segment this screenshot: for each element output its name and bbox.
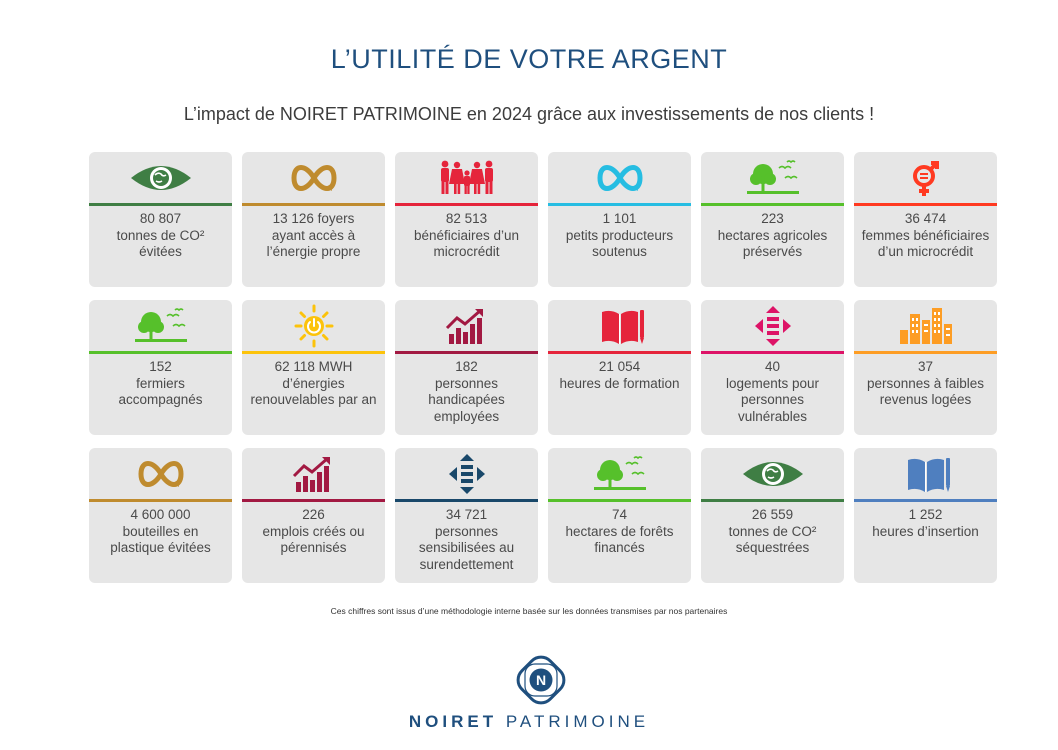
stat-label: tonnes de CO² séquestrées — [728, 523, 817, 556]
card-divider — [548, 499, 691, 502]
card-divider — [242, 351, 385, 354]
impact-card: 13 126 foyers ayant accès à l’énergie pro… — [242, 152, 385, 287]
growth-chart-icon — [445, 308, 483, 344]
sun-power-icon — [294, 304, 333, 347]
impact-card: 26 559 tonnes de CO² séquestrées — [701, 448, 844, 583]
card-divider — [701, 203, 844, 206]
impact-card: 80 807 tonnes de CO² évitées — [89, 152, 232, 287]
family-icon — [440, 160, 493, 194]
eye-globe-icon — [130, 165, 191, 190]
impact-card: 34 721 personnes sensibilisées au surende… — [395, 448, 538, 583]
impact-grid: 80 807 tonnes de CO² évitées 13 126 foyers… — [89, 152, 997, 583]
impact-card: 36 474 femmes bénéficiaires d’un microcré… — [854, 152, 997, 287]
stat-label: personnes sensibilisées au surendettemen… — [418, 523, 515, 572]
card-divider — [89, 499, 232, 502]
tree-birds-icon — [746, 159, 799, 194]
impact-card: 226 emplois créés ou pérennisés — [242, 448, 385, 583]
stat-value: 74 — [611, 507, 628, 522]
card-divider — [89, 203, 232, 206]
stat-value: 182 — [455, 359, 478, 374]
svg-text:N: N — [536, 672, 546, 688]
card-divider — [395, 203, 538, 206]
impact-card: 40 logements pour personnes vulnérables — [701, 300, 844, 435]
card-divider — [854, 499, 997, 502]
card-divider — [854, 351, 997, 354]
stat-value: 1 252 — [908, 507, 943, 522]
impact-card: 182 personnes handicapées employées — [395, 300, 538, 435]
impact-card: 62 118 MWH d’énergies renouvelables par a… — [242, 300, 385, 435]
impact-card: 74 hectares de forêts financés — [548, 448, 691, 583]
card-divider — [701, 499, 844, 502]
stat-label: femmes bénéficiaires d’un microcrédit — [861, 227, 990, 260]
stat-value: 21 054 — [598, 359, 641, 374]
tree-birds-icon — [134, 307, 187, 342]
infinity-arrow-icon — [137, 460, 184, 487]
stat-label: petits producteurs soutenus — [565, 227, 674, 260]
stat-value: 40 — [764, 359, 781, 374]
card-divider — [395, 499, 538, 502]
stat-value: 223 — [761, 211, 784, 226]
card-divider — [548, 351, 691, 354]
stat-label: heures d’insertion — [872, 523, 979, 539]
growth-chart-icon — [292, 456, 330, 492]
book-pencil-icon — [601, 309, 644, 344]
infinity-arrow-icon — [596, 164, 643, 191]
brand-name: NOIRET PATRIMOINE — [0, 712, 1058, 732]
card-divider — [395, 351, 538, 354]
stat-value: 34 721 — [445, 507, 488, 522]
brand-name-light: PATRIMOINE — [505, 712, 650, 731]
stat-value: 13 126 foyers — [272, 211, 355, 226]
brand-name-bold: NOIRET — [408, 712, 498, 731]
impact-card: 82 513 bénéficiaires d’un microcrédit — [395, 152, 538, 287]
noiret-logo-icon: N — [516, 655, 566, 705]
stat-label: tonnes de CO² évitées — [116, 227, 205, 260]
tree-birds-icon — [593, 455, 646, 490]
eye-globe-icon — [742, 461, 803, 486]
impact-card: 4 600 000 bouteilles en plastique évitées — [89, 448, 232, 583]
footnote: Ces chiffres sont issus d’une méthodolog… — [330, 606, 728, 616]
stat-value: 82 513 — [445, 211, 488, 226]
stat-label: ayant accès à l’énergie propre — [266, 227, 361, 260]
gender-symbol-icon — [912, 160, 939, 196]
stat-value: 62 118 MWH — [274, 359, 353, 374]
stat-value: 26 559 — [751, 507, 794, 522]
impact-card: 1 101 petits producteurs soutenus — [548, 152, 691, 287]
card-divider — [242, 203, 385, 206]
page-subtitle: L’impact de NOIRET PATRIMOINE en 2024 gr… — [183, 104, 875, 124]
stat-value: 4 600 000 — [130, 507, 191, 522]
stat-value: 36 474 — [904, 211, 947, 226]
stat-value: 152 — [149, 359, 172, 374]
stat-label: hectares de forêts financés — [565, 523, 674, 556]
impact-card: 37 personnes à faibles revenus logées — [854, 300, 997, 435]
stat-value: 80 807 — [139, 211, 182, 226]
infinity-arrow-icon — [290, 164, 337, 191]
stat-label: heures de formation — [559, 375, 680, 391]
book-pencil-icon — [907, 457, 950, 492]
stat-label: d’énergies renouvelables par an — [250, 375, 377, 408]
page-title: L’UTILITÉ DE VOTRE ARGENT — [330, 44, 728, 74]
stat-label: emplois créés ou pérennisés — [262, 523, 365, 556]
stat-label: personnes à faibles revenus logées — [866, 375, 985, 408]
stat-label: bouteilles en plastique évitées — [110, 523, 211, 556]
equality-arrows-icon — [754, 305, 791, 346]
stat-value: 226 — [302, 507, 325, 522]
stat-label: hectares agricoles préservés — [717, 227, 828, 260]
stat-value: 1 101 — [602, 211, 637, 226]
stat-label: logements pour personnes vulnérables — [725, 375, 820, 424]
impact-card: 223 hectares agricoles préservés — [701, 152, 844, 287]
card-divider — [242, 499, 385, 502]
impact-card: 152 fermiers accompagnés — [89, 300, 232, 435]
impact-card: 1 252 heures d’insertion — [854, 448, 997, 583]
card-divider — [548, 203, 691, 206]
card-divider — [701, 351, 844, 354]
stat-value: 37 — [917, 359, 934, 374]
card-divider — [89, 351, 232, 354]
impact-card: 21 054 heures de formation — [548, 300, 691, 435]
city-buildings-icon — [899, 307, 952, 344]
stat-label: bénéficiaires d’un microcrédit — [413, 227, 520, 260]
card-divider — [854, 203, 997, 206]
stat-label: fermiers accompagnés — [118, 375, 203, 408]
equality-arrows-icon — [448, 453, 485, 494]
stat-label: personnes handicapées employées — [428, 375, 505, 424]
